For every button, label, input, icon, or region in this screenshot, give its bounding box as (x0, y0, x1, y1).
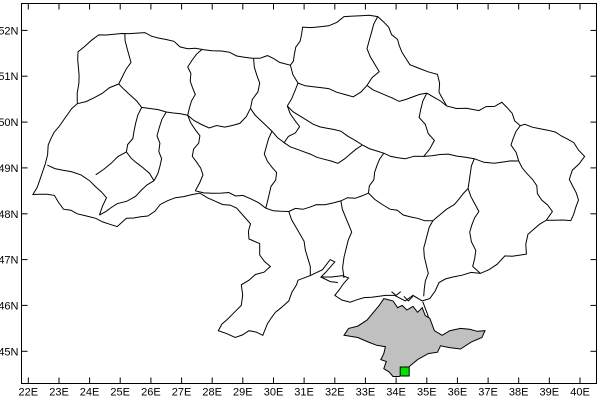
oblast-border-line (187, 48, 203, 116)
coastal-detail-line (320, 276, 338, 283)
y-tick-label: 49N (0, 163, 19, 175)
y-tick-label: 52N (0, 25, 19, 37)
oblast-border-line (474, 158, 519, 164)
x-tick-label: 22E (19, 387, 39, 399)
oblast-border-line (288, 211, 311, 276)
oblast-border-line (187, 115, 204, 192)
oblast-border-line (265, 192, 369, 213)
x-tick-label: 30E (264, 387, 284, 399)
oblast-border-line (271, 105, 301, 144)
y-tick-label: 47N (0, 255, 19, 267)
oblast-border-line (187, 108, 251, 129)
x-tick-label: 32E (325, 387, 345, 399)
oblast-border-line (383, 152, 475, 160)
oblast-border-line (423, 220, 434, 297)
x-tick-label: 23E (49, 387, 69, 399)
x-tick-label: 36E (448, 387, 468, 399)
oblast-border-line (77, 83, 188, 116)
oblast-border-line (250, 108, 278, 209)
y-tick-label: 45N (0, 346, 19, 358)
oblast-border-line (125, 151, 155, 181)
x-tick-label: 28E (202, 387, 222, 399)
x-tick-label: 35E (417, 387, 437, 399)
crimea-highlighted-region (343, 298, 486, 377)
x-tick-label: 40E (570, 387, 590, 399)
oblast-border-line (368, 188, 469, 222)
oblast-border-line (286, 105, 384, 154)
oblast-border-line (366, 16, 380, 86)
plot-frame (21, 3, 597, 384)
x-tick-label: 34E (386, 387, 406, 399)
oblast-border-line (418, 92, 436, 157)
y-tick-label: 50N (0, 117, 19, 129)
x-tick-label: 24E (80, 387, 100, 399)
x-tick-label: 39E (540, 387, 560, 399)
oblast-border-line (250, 58, 261, 109)
oblast-border-line (99, 180, 155, 216)
x-tick-label: 31E (294, 387, 314, 399)
y-tick-label: 46N (0, 300, 19, 312)
y-tick-label: 48N (0, 209, 19, 221)
oblast-border-line (95, 151, 127, 176)
coastal-detail-line (391, 291, 402, 297)
location-marker (399, 366, 410, 377)
oblast-border-line (368, 152, 385, 194)
x-tick-label: 33E (356, 387, 376, 399)
x-tick-label: 29E (233, 387, 253, 399)
oblast-border-line (297, 82, 368, 98)
oblast-border-line (286, 65, 299, 107)
oblast-border-line (518, 160, 554, 221)
y-tick-label: 51N (0, 71, 19, 83)
x-tick-label: 27E (172, 387, 192, 399)
oblast-border-line (366, 85, 448, 107)
oblast-border-line (195, 190, 267, 209)
x-tick-label: 37E (478, 387, 498, 399)
x-tick-label: 25E (110, 387, 130, 399)
oblast-border-line (469, 232, 481, 274)
oblast-border-line (510, 125, 521, 162)
oblast-border-line (47, 164, 108, 216)
oblast-border-line (340, 200, 353, 278)
oblast-border-line (283, 142, 363, 164)
oblast-border-line (153, 111, 167, 181)
oblast-border-line (467, 158, 480, 233)
ukraine-mainland-outline (31, 14, 586, 339)
coastal-detail-line (403, 295, 414, 302)
x-tick-label: 26E (141, 387, 161, 399)
oblast-border-line (118, 33, 132, 85)
x-tick-label: 38E (509, 387, 529, 399)
oblast-border-line (125, 107, 143, 152)
